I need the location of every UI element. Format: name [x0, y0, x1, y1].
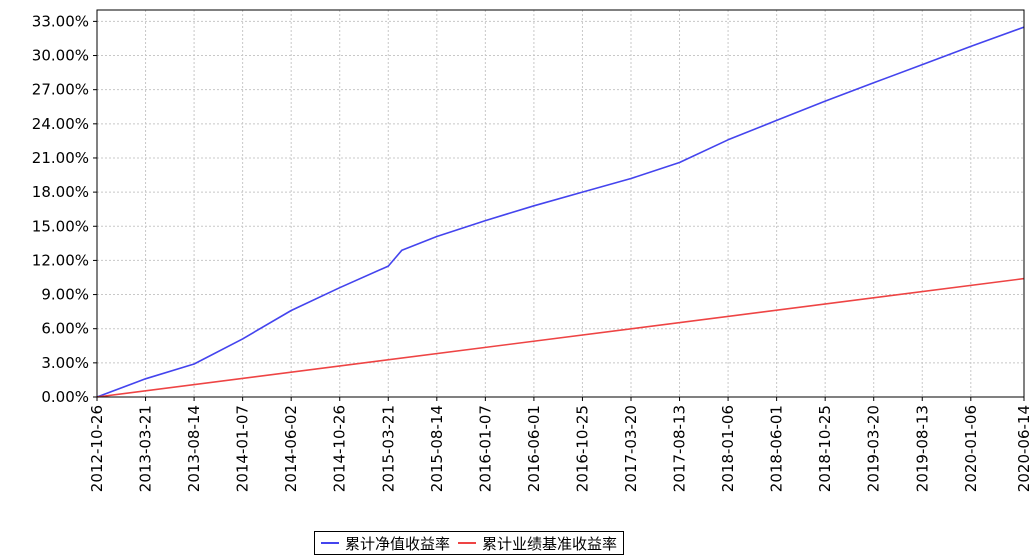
y-tick-label: 6.00% [41, 320, 89, 338]
legend-item-benchmark-return: 累计业绩基准收益率 [458, 533, 617, 554]
x-tick-label: 2020-06-14 [1015, 405, 1033, 492]
legend: 累计净值收益率 累计业绩基准收益率 [314, 531, 625, 555]
x-tick-label: 2017-03-20 [622, 405, 640, 492]
x-tick-label: 2019-03-20 [865, 405, 883, 492]
x-tick-label: 2019-08-13 [913, 405, 931, 492]
y-tick-label: 24.00% [32, 115, 89, 133]
x-tick-label: 2014-10-26 [331, 405, 349, 492]
y-tick-label: 30.00% [32, 47, 89, 65]
x-tick-label: 2012-10-26 [88, 405, 106, 492]
x-tick-label: 2016-10-25 [573, 405, 591, 492]
x-tick-label: 2018-06-01 [768, 405, 786, 492]
x-tick-label: 2017-08-13 [671, 405, 689, 492]
y-axis: 0.00% 3.00% 6.00% 9.00% 12.00% 15.00% 18.00% 21… [32, 12, 97, 406]
y-tick-label: 9.00% [41, 286, 89, 304]
y-tick-label: 0.00% [41, 388, 89, 406]
legend-label-nav-return: 累计净值收益率 [345, 534, 451, 553]
series-line-1 [96, 277, 1025, 398]
legend-swatch-blue [321, 542, 339, 544]
y-tick-label: 3.00% [41, 354, 89, 372]
y-tick-label: 15.00% [32, 217, 89, 235]
x-tick-label: 2016-01-07 [476, 405, 494, 492]
x-tick-label: 2015-08-14 [428, 405, 446, 492]
series-line-0 [96, 26, 1025, 398]
plot-frame [96, 9, 1025, 398]
x-tick-label: 2013-08-14 [185, 405, 203, 492]
x-tick-label: 2014-06-02 [282, 405, 300, 492]
series-lines [96, 26, 1025, 398]
y-tick-label: 33.00% [32, 12, 89, 30]
y-tick-label: 18.00% [32, 183, 89, 201]
x-tick-label: 2020-01-06 [962, 405, 980, 492]
y-tick-label: 27.00% [32, 81, 89, 99]
x-tick-label: 2018-10-25 [816, 405, 834, 492]
y-tick-label: 12.00% [32, 251, 89, 269]
legend-label-benchmark-return: 累计业绩基准收益率 [482, 534, 618, 553]
x-axis: 2012-10-26 2013-03-21 2013-08-14 2014-01-07… [88, 397, 1033, 492]
x-tick-label: 2016-06-01 [525, 405, 543, 492]
legend-item-nav-return: 累计净值收益率 [321, 533, 450, 554]
x-tick-label: 2013-03-21 [137, 405, 155, 492]
x-tick-label: 2014-01-07 [234, 405, 252, 492]
x-tick-label: 2015-03-21 [379, 405, 397, 492]
y-tick-label: 21.00% [32, 149, 89, 167]
grid-lines [96, 10, 1025, 398]
legend-swatch-red [458, 542, 477, 544]
x-tick-label: 2018-01-06 [719, 405, 737, 492]
